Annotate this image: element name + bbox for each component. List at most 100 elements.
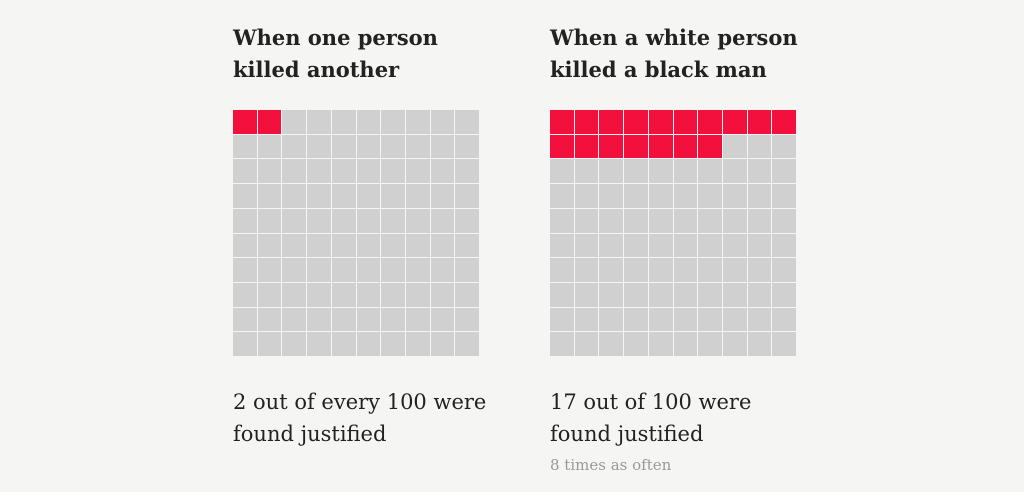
waffle-cell xyxy=(772,134,796,159)
waffle-cell xyxy=(455,258,479,282)
waffle-cell xyxy=(550,307,574,332)
waffle-cell xyxy=(599,159,624,184)
waffle-cell xyxy=(624,282,648,307)
waffle-cell xyxy=(381,282,405,307)
waffle-cell xyxy=(356,184,381,208)
waffle-cell xyxy=(430,258,455,282)
waffle-cell xyxy=(307,208,331,233)
waffle-cell xyxy=(405,110,430,134)
waffle-cell xyxy=(331,233,356,258)
waffle-cell xyxy=(747,307,772,332)
waffle-cell xyxy=(282,134,307,159)
waffle-cell xyxy=(673,184,698,208)
waffle-cell xyxy=(233,184,257,208)
waffle-cell xyxy=(331,332,356,356)
waffle-cell xyxy=(381,110,405,134)
waffle-cell xyxy=(331,110,356,134)
waffle-cell xyxy=(550,332,574,356)
waffle-cell xyxy=(430,110,455,134)
waffle-cell xyxy=(307,159,331,184)
waffle-cell xyxy=(233,134,257,159)
waffle-cell xyxy=(550,233,574,258)
waffle-cell xyxy=(574,258,599,282)
waffle-cell xyxy=(673,258,698,282)
waffle-cell xyxy=(698,258,722,282)
waffle-cell xyxy=(722,208,747,233)
waffle-cell xyxy=(455,282,479,307)
waffle-cell xyxy=(673,332,698,356)
waffle-cell xyxy=(747,332,772,356)
waffle-cell xyxy=(257,233,282,258)
waffle-cell xyxy=(233,282,257,307)
waffle-cell xyxy=(648,258,673,282)
waffle-cell xyxy=(722,332,747,356)
waffle-cell xyxy=(405,332,430,356)
waffle-cell xyxy=(722,282,747,307)
waffle-cell xyxy=(698,332,722,356)
waffle-cell xyxy=(331,184,356,208)
waffle-cell xyxy=(405,134,430,159)
waffle-cell xyxy=(257,332,282,356)
waffle-cell xyxy=(356,233,381,258)
waffle-cell xyxy=(331,258,356,282)
waffle-cell xyxy=(307,332,331,356)
chart-panel-white-black: When a white person killed a black man 1… xyxy=(550,22,810,474)
chart-caption: 17 out of 100 were found justified xyxy=(550,390,752,446)
waffle-cell xyxy=(430,208,455,233)
waffle-cell xyxy=(356,307,381,332)
waffle-cell xyxy=(257,208,282,233)
waffle-cell xyxy=(307,110,331,134)
waffle-cell xyxy=(673,233,698,258)
waffle-cell xyxy=(307,258,331,282)
waffle-cell-highlighted xyxy=(624,110,648,134)
waffle-cell xyxy=(430,332,455,356)
waffle-cell-highlighted xyxy=(574,110,599,134)
waffle-cell xyxy=(233,159,257,184)
waffle-cell-highlighted xyxy=(550,134,574,159)
waffle-cell xyxy=(331,208,356,233)
waffle-cell xyxy=(257,258,282,282)
waffle-cell xyxy=(599,184,624,208)
waffle-cell xyxy=(747,233,772,258)
waffle-cell xyxy=(282,208,307,233)
waffle-cell xyxy=(772,159,796,184)
waffle-cell-highlighted xyxy=(599,110,624,134)
waffle-cell xyxy=(381,159,405,184)
waffle-cell xyxy=(698,208,722,233)
waffle-cell xyxy=(599,208,624,233)
waffle-cell xyxy=(747,282,772,307)
waffle-cell xyxy=(722,159,747,184)
waffle-cell xyxy=(550,258,574,282)
waffle-cell xyxy=(430,307,455,332)
waffle-cell-highlighted xyxy=(722,110,747,134)
waffle-cell xyxy=(550,184,574,208)
waffle-cell xyxy=(455,208,479,233)
waffle-cell xyxy=(233,233,257,258)
waffle-cell xyxy=(772,282,796,307)
waffle-grid xyxy=(550,110,796,356)
waffle-cell xyxy=(331,159,356,184)
waffle-cell xyxy=(405,208,430,233)
chart-caption: 2 out of every 100 were found justified xyxy=(233,390,487,446)
waffle-cell xyxy=(550,159,574,184)
waffle-cell xyxy=(307,282,331,307)
waffle-cell xyxy=(550,208,574,233)
waffle-cell xyxy=(574,159,599,184)
waffle-cell xyxy=(356,110,381,134)
waffle-cell xyxy=(233,307,257,332)
chart-title: When a white person killed a black man xyxy=(550,25,798,82)
waffle-cell xyxy=(772,208,796,233)
waffle-cell xyxy=(405,184,430,208)
waffle-cell-highlighted xyxy=(698,134,722,159)
waffle-cell xyxy=(257,307,282,332)
waffle-cell xyxy=(430,233,455,258)
waffle-cell xyxy=(599,332,624,356)
waffle-cell xyxy=(772,258,796,282)
waffle-cell xyxy=(722,134,747,159)
waffle-cell xyxy=(698,184,722,208)
waffle-cell xyxy=(381,258,405,282)
waffle-cell-highlighted xyxy=(599,134,624,159)
waffle-cell-highlighted xyxy=(550,110,574,134)
waffle-cell xyxy=(331,307,356,332)
waffle-cell xyxy=(257,184,282,208)
